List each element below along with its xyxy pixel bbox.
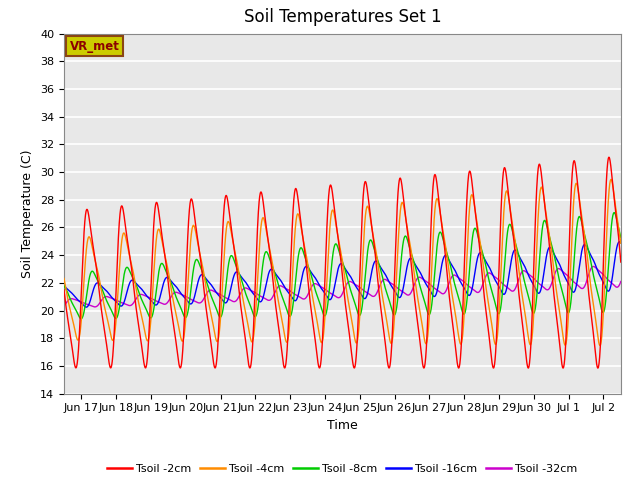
Text: VR_met: VR_met	[70, 40, 120, 53]
Title: Soil Temperatures Set 1: Soil Temperatures Set 1	[244, 9, 441, 26]
Y-axis label: Soil Temperature (C): Soil Temperature (C)	[22, 149, 35, 278]
Legend: Tsoil -2cm, Tsoil -4cm, Tsoil -8cm, Tsoil -16cm, Tsoil -32cm: Tsoil -2cm, Tsoil -4cm, Tsoil -8cm, Tsoi…	[103, 459, 582, 478]
X-axis label: Time: Time	[327, 419, 358, 432]
